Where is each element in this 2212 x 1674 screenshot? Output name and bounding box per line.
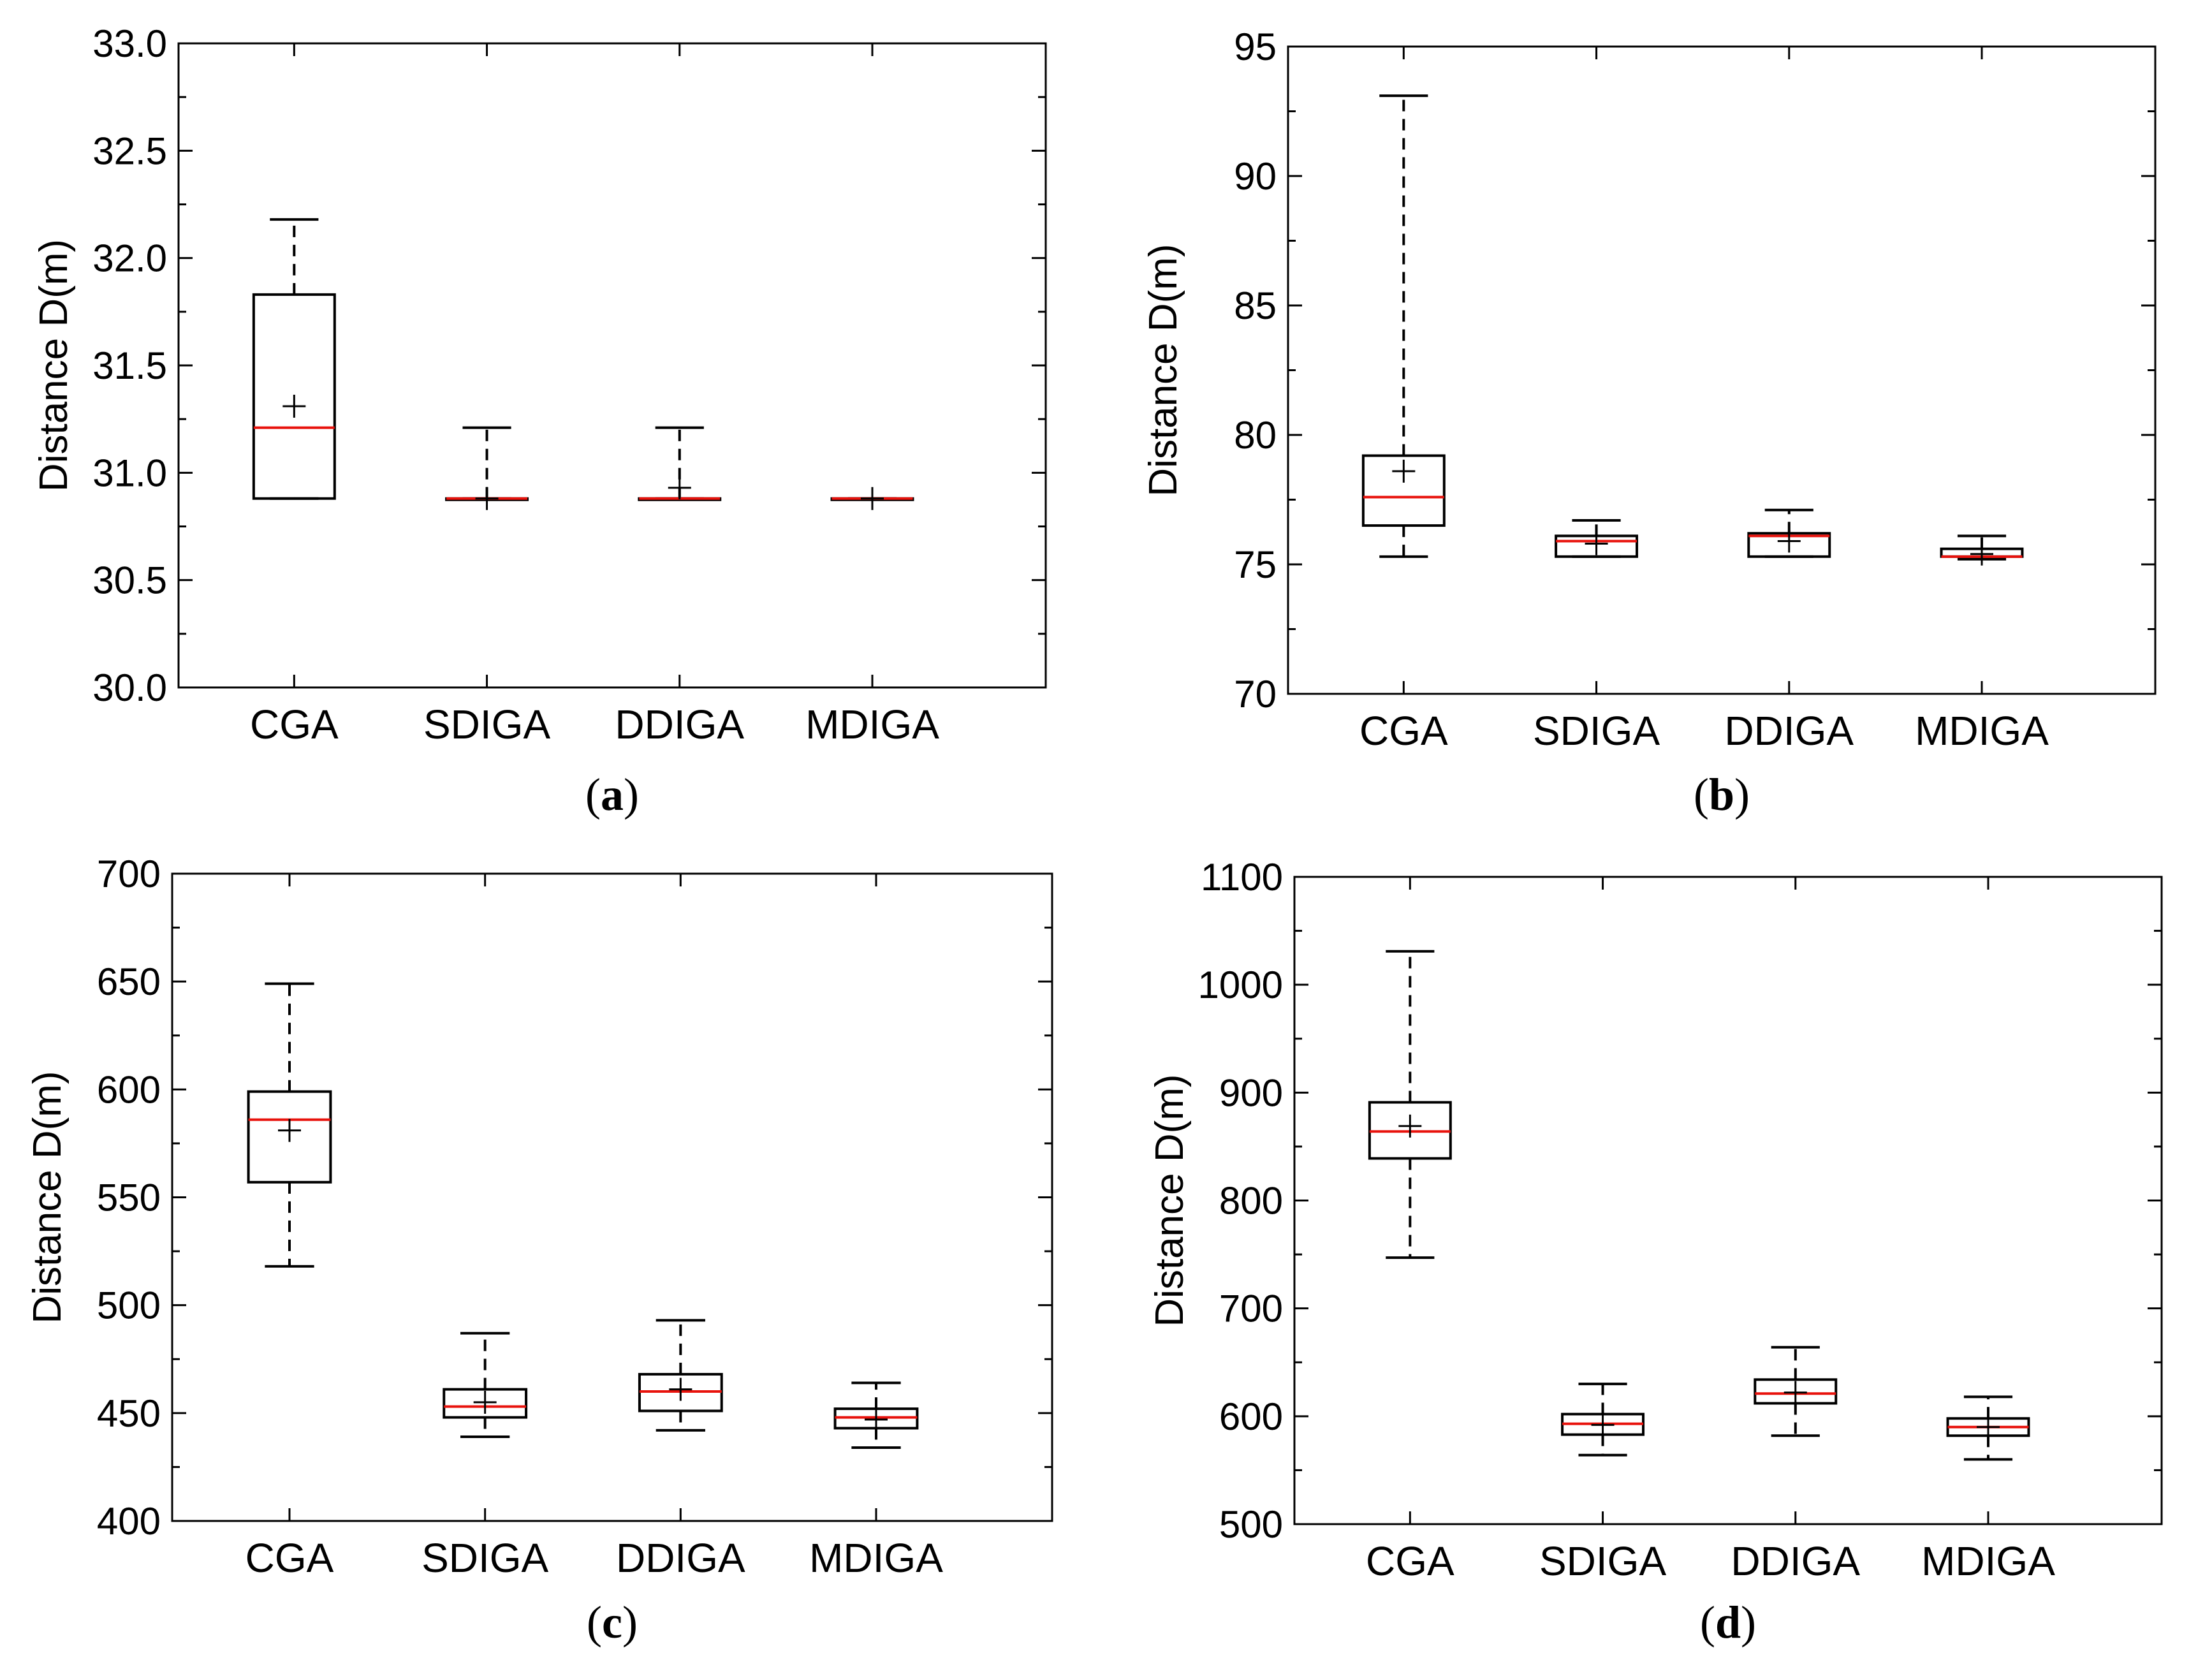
caption-paren: ) [1741,1597,1756,1648]
box-cga: CGA [250,43,339,747]
x-category-label: CGA [1359,708,1448,754]
y-tick-label: 31.0 [92,452,167,494]
caption-paren: ) [622,1597,638,1648]
box-ddiga: DDIGA [1724,47,1854,754]
y-tick-label: 30.5 [92,559,167,602]
box-mdiga: MDIGA [809,874,943,1581]
panel-caption: (a) [585,769,639,820]
box-cga: CGA [1366,877,1454,1584]
y-axis-label: Distance D(m) [32,239,76,492]
y-tick-label: 600 [97,1068,161,1111]
y-tick-label: 33.0 [92,22,167,65]
caption-paren: ( [585,769,601,820]
x-category-label: DDIGA [616,1535,745,1581]
box-ddiga: DDIGA [615,43,744,747]
caption-paren: ) [624,769,639,820]
caption-paren: ) [1734,769,1750,820]
plot-frame [177,42,1047,689]
caption-paren: ( [1700,1597,1715,1648]
y-tick-label: 31.5 [92,344,167,387]
y-tick-label: 30.0 [92,666,167,709]
panel-caption: (c) [587,1597,638,1648]
caption-letter: a [601,769,624,820]
box-mdiga: MDIGA [1915,47,2049,754]
y-tick-label: 500 [1219,1503,1283,1546]
y-tick-label: 32.5 [92,129,167,172]
y-tick-label: 70 [1234,673,1277,716]
y-tick-label: 500 [97,1284,161,1327]
caption-letter: c [602,1597,622,1648]
y-axis-label: Distance D(m) [1148,1074,1192,1326]
y-tick-label: 75 [1234,543,1277,586]
box-ddiga: DDIGA [1731,877,1860,1584]
iqr-box [247,1090,332,1184]
x-category-label: MDIGA [809,1535,943,1581]
box-sdiga: SDIGA [1539,877,1666,1584]
panel-c: 400 450 500 550 600 650 700 Distance D(m) CGA SDI… [26,853,1053,1648]
y-axis-label: Distance D(m) [26,1071,70,1323]
panel-a: 30.0 30.5 31.0 31.5 32.0 32.5 33.0 Distance D(m… [32,22,1047,820]
y-tick-label: 1000 [1198,964,1283,1006]
caption-letter: b [1709,769,1734,820]
x-category-label: DDIGA [615,701,744,747]
y-tick-label: 550 [97,1177,161,1219]
panel-caption: (b) [1694,769,1750,820]
plot-frame [1287,45,2157,695]
y-tick-label: 600 [1219,1395,1283,1438]
caption-paren: ( [587,1597,602,1648]
box-sdiga: SDIGA [421,874,549,1581]
x-category-label: MDIGA [805,701,939,747]
x-category-label: SDIGA [421,1535,548,1581]
plot-frame [171,872,1053,1522]
y-axis-label: Distance D(m) [1141,244,1185,496]
y-tick-label: 900 [1219,1071,1283,1114]
box-sdiga: SDIGA [423,43,550,747]
y-tick-label: 80 [1234,414,1277,457]
x-category-label: MDIGA [1915,708,2049,754]
panel-d: 500 600 700 800 900 1000 1100 Distance D(m) CGA S… [1148,856,2163,1648]
box-cga: CGA [245,874,334,1581]
y-tick-label: 32.0 [92,237,167,280]
box-sdiga: SDIGA [1533,47,1660,754]
iqr-box [443,1388,528,1419]
y-tick-label: 400 [97,1500,161,1543]
x-category-label: DDIGA [1731,1538,1860,1584]
panel-b: 70 75 80 85 90 95 Distance D(m) CGA SDIGA DDIGA MD… [1141,26,2157,820]
x-category-label: CGA [245,1535,334,1581]
x-category-label: CGA [1366,1538,1454,1584]
y-tick-label: 800 [1219,1180,1283,1222]
y-tick-label: 650 [97,960,161,1003]
iqr-box [252,293,336,500]
y-tick-label: 700 [1219,1288,1283,1330]
x-category-label: CGA [250,701,339,747]
box-mdiga: MDIGA [1921,877,2055,1584]
y-tick-label: 85 [1234,284,1277,327]
box-ddiga: DDIGA [616,874,745,1581]
x-category-label: SDIGA [1539,1538,1666,1584]
y-tick-label: 90 [1234,155,1277,198]
caption-letter: d [1715,1597,1741,1648]
y-tick-label: 1100 [1201,856,1283,899]
plot-frame [1293,876,2163,1525]
box-mdiga: MDIGA [805,43,939,747]
x-category-label: SDIGA [1533,708,1660,754]
box-cga: CGA [1359,47,1448,754]
iqr-box [1361,454,1446,527]
y-tick-label: 95 [1234,26,1277,68]
x-category-label: DDIGA [1724,708,1854,754]
x-category-label: SDIGA [423,701,550,747]
x-category-label: MDIGA [1921,1538,2055,1584]
y-tick-label: 450 [97,1392,161,1435]
panel-caption: (d) [1700,1597,1756,1648]
caption-paren: ( [1694,769,1709,820]
y-tick-label: 700 [97,853,161,895]
